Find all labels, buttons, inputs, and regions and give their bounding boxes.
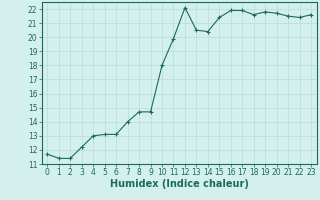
X-axis label: Humidex (Indice chaleur): Humidex (Indice chaleur) (110, 179, 249, 189)
